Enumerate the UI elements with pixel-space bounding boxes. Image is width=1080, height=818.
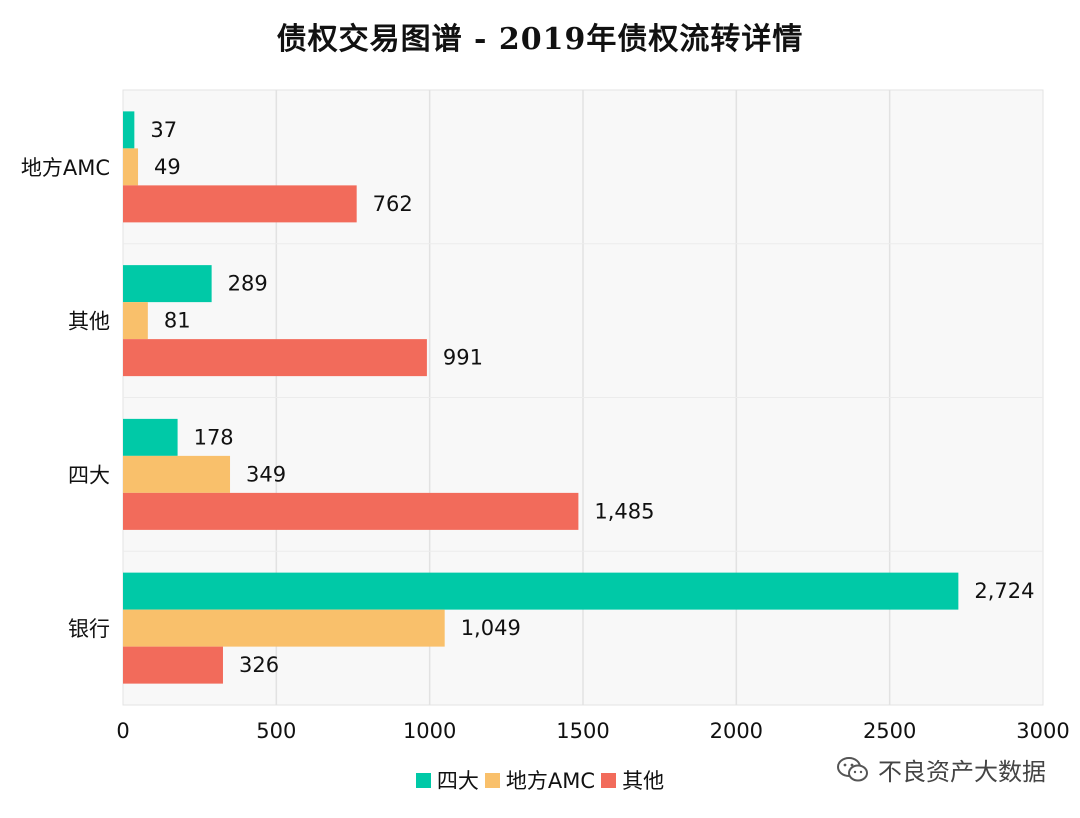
- legend-item-local-amc[interactable]: 地方AMC: [484, 765, 596, 795]
- data-labels: 37 49 762 289 81 991 178 349 1,485 2,724 1,049 326: [150, 118, 1034, 677]
- data-label: 2,724: [974, 579, 1034, 603]
- data-label: 326: [239, 653, 279, 677]
- bar[interactable]: [123, 455, 231, 493]
- category-label: 其他: [68, 310, 110, 334]
- bar[interactable]: [123, 609, 445, 647]
- data-label: 991: [443, 346, 483, 370]
- legend-item-sida[interactable]: 四大: [415, 765, 479, 795]
- data-label: 349: [246, 462, 286, 486]
- legend: 四大 地方AMC 其他: [0, 765, 1080, 795]
- bar[interactable]: [123, 185, 357, 223]
- data-label: 49: [154, 155, 181, 179]
- bar[interactable]: [123, 418, 178, 456]
- data-label: 1,485: [594, 499, 654, 523]
- data-label: 37: [150, 118, 177, 142]
- bar[interactable]: [123, 148, 139, 186]
- bar[interactable]: [123, 492, 579, 530]
- data-label: 1,049: [461, 616, 521, 640]
- x-tick-label: 0: [116, 719, 129, 743]
- x-tick-label: 1000: [403, 719, 456, 743]
- wechat-icon: [837, 756, 868, 781]
- bar[interactable]: [123, 646, 223, 684]
- data-label: 289: [228, 272, 268, 296]
- x-tick-label: 2500: [863, 719, 916, 743]
- legend-label: 其他: [622, 769, 665, 793]
- data-label: 762: [373, 192, 413, 216]
- x-tick-label: 500: [256, 719, 296, 743]
- data-label: 81: [164, 309, 191, 333]
- x-tick-label: 3000: [1016, 719, 1069, 743]
- bars: [123, 111, 959, 684]
- legend-item-other[interactable]: 其他: [601, 765, 664, 795]
- legend-swatch: [415, 772, 431, 788]
- watermark: 不良资产大数据: [836, 752, 1046, 787]
- x-axis-ticks: 0 500 1000 1500 2000 2500 3000: [116, 719, 1069, 743]
- category-label: 地方AMC: [21, 156, 110, 180]
- chart-title: 债权交易图谱 - 2019年债权流转详情: [276, 22, 804, 57]
- legend-swatch: [601, 772, 617, 788]
- bar[interactable]: [123, 111, 135, 149]
- category-label: 四大: [68, 463, 110, 487]
- x-tick-label: 2000: [710, 719, 763, 743]
- data-label: 178: [194, 425, 234, 449]
- category-label: 银行: [68, 617, 110, 641]
- bar[interactable]: [123, 302, 148, 340]
- legend-label: 地方AMC: [505, 769, 596, 793]
- watermark-text: 不良资产大数据: [878, 758, 1046, 786]
- bar[interactable]: [123, 265, 212, 303]
- legend-swatch: [484, 772, 500, 788]
- x-tick-label: 1500: [556, 719, 609, 743]
- legend-label: 四大: [436, 769, 479, 793]
- bar[interactable]: [123, 572, 959, 610]
- bar[interactable]: [123, 339, 427, 377]
